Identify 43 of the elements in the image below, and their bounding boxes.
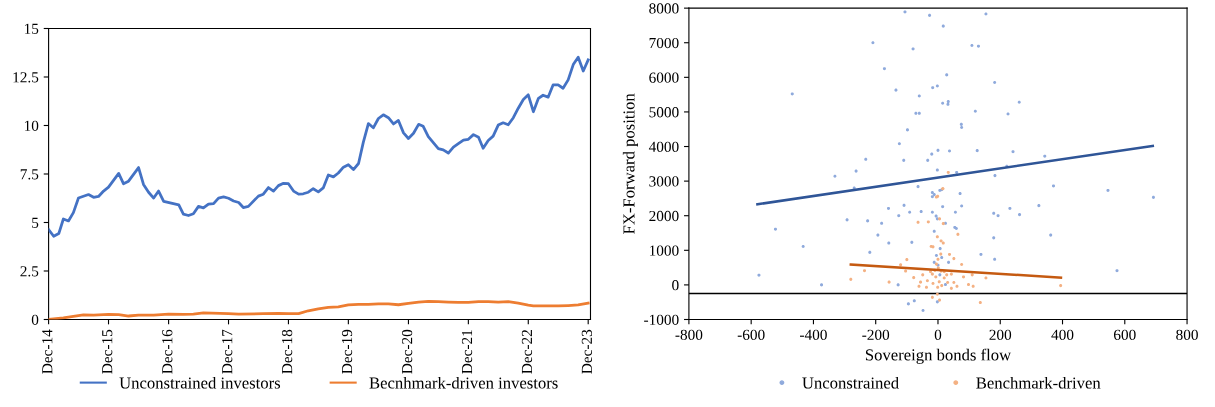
y-tick-label: 12.5 <box>13 72 39 83</box>
legend-label: Unconstrained <box>802 376 899 389</box>
legend-label: Unconstrained investors <box>119 376 281 389</box>
y-tick-label: 0 <box>672 280 679 291</box>
x-tick-label: Dec-16 <box>162 329 173 374</box>
y-tick-label: 4000 <box>648 141 679 152</box>
x-tick-label: -800 <box>675 329 703 340</box>
line-series <box>48 55 590 238</box>
x-tick-label: Dec-17 <box>222 329 233 374</box>
y-tick-label: 0 <box>31 314 39 325</box>
y-tick-label: 15 <box>24 23 39 34</box>
y-tick-label: 7.5 <box>20 169 39 180</box>
legend-label: Benchmark-driven <box>976 376 1101 389</box>
y-tick-label: 1000 <box>649 245 679 256</box>
legend-label: Becnhmark-driven investors <box>369 376 558 389</box>
x-tick-label: Dec-14 <box>42 329 53 374</box>
x-tick-label: -200 <box>862 329 890 340</box>
y-axis-title: FX-Forward position <box>622 93 638 234</box>
x-tick-label: 400 <box>1051 329 1074 340</box>
y-tick-label: 5 <box>32 217 39 228</box>
x-tick-label: Dec-15 <box>102 329 113 374</box>
x-tick-label: Dec-19 <box>341 329 353 374</box>
y-tick-label: 8000 <box>649 3 679 14</box>
x-tick-label: Dec-18 <box>281 329 293 374</box>
x-tick-label: Dec-22 <box>521 330 533 374</box>
x-tick-label: Dec-23 <box>581 329 593 374</box>
y-tick-label: 10 <box>24 120 39 131</box>
x-tick-label: Dec-21 <box>461 330 473 374</box>
x-tick-label: Dec-20 <box>401 329 413 374</box>
y-tick-label: 5000 <box>649 107 679 118</box>
y-tick-label: -1000 <box>644 314 679 325</box>
y-tick-label: 6000 <box>649 72 679 83</box>
x-tick-label: -400 <box>800 329 827 340</box>
x-tick-label: 800 <box>1176 329 1198 340</box>
x-tick-label: 0 <box>934 329 942 340</box>
y-tick-label: 2.5 <box>20 266 39 277</box>
x-axis-title: Sovereign bonds flow <box>865 348 1012 364</box>
y-tick-label: 2000 <box>649 210 679 222</box>
x-tick-label: -600 <box>737 329 765 340</box>
x-tick-label: 200 <box>989 329 1012 340</box>
x-tick-label: 600 <box>1113 329 1136 340</box>
y-tick-label: 7000 <box>649 37 679 49</box>
y-tick-label: 3000 <box>649 176 679 187</box>
